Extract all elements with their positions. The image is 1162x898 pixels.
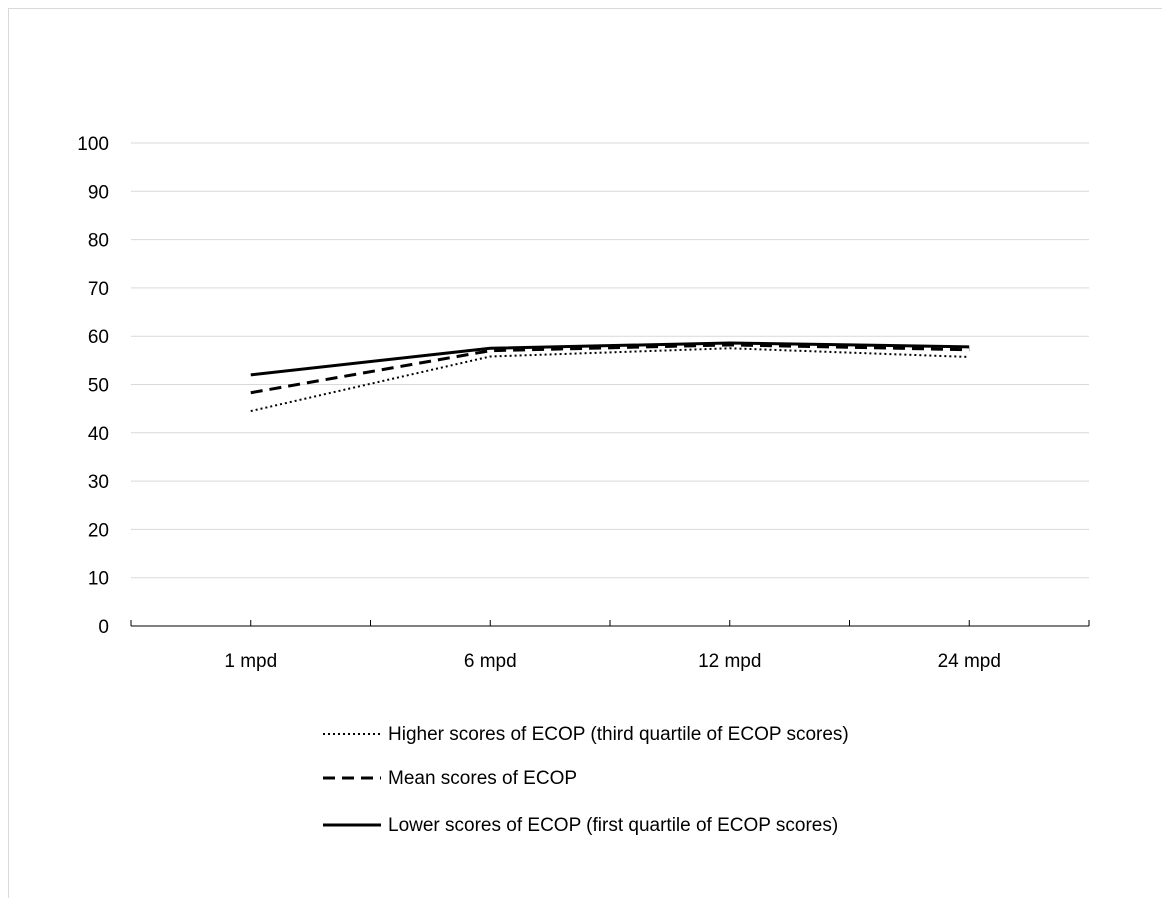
y-tick-label: 50 — [88, 376, 109, 397]
legend-label: Higher scores of ECOP (third quartile of… — [388, 724, 849, 745]
y-tick-label: 90 — [88, 182, 109, 203]
y-axis-tick-labels: 0 10 20 30 40 50 60 70 80 90 100 — [77, 134, 109, 638]
y-tick-label: 100 — [77, 134, 109, 155]
x-tick-label: 24 mpd — [938, 651, 1001, 672]
y-tick-label: 80 — [88, 231, 109, 252]
y-tick-label: 70 — [88, 279, 109, 300]
series-lines — [250, 341, 970, 413]
y-tick-label: 60 — [88, 327, 109, 348]
x-tick-label: 12 mpd — [698, 651, 761, 672]
series-line — [250, 347, 970, 413]
legend-label: Lower scores of ECOP (first quartile of … — [388, 815, 838, 836]
gridlines — [131, 142, 1089, 579]
x-axis-tick-labels: 1 mpd 6 mpd 12 mpd 24 mpd — [224, 651, 1001, 672]
chart-frame — [8, 8, 1162, 898]
series-line — [250, 343, 970, 395]
y-tick-label: 30 — [88, 472, 109, 493]
y-tick-label: 20 — [88, 520, 109, 541]
y-tick-label: 40 — [88, 424, 109, 445]
legend: Higher scores of ECOP (third quartile of… — [323, 724, 849, 836]
legend-label: Mean scores of ECOP — [388, 768, 577, 789]
x-axis — [130, 620, 1090, 627]
y-tick-label: 0 — [98, 617, 109, 638]
x-tick-label: 1 mpd — [224, 651, 277, 672]
series-line — [250, 341, 970, 377]
x-tick-label: 6 mpd — [464, 651, 517, 672]
y-tick-label: 10 — [88, 569, 109, 590]
